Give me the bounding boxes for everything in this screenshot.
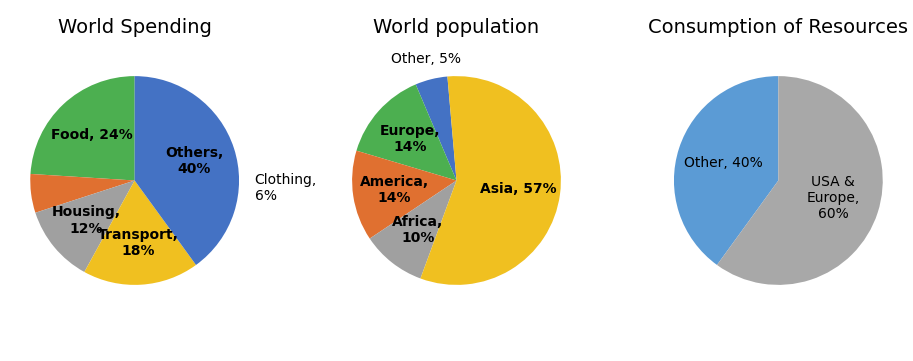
- Wedge shape: [352, 151, 456, 239]
- Title: Consumption of Resources: Consumption of Resources: [648, 18, 908, 37]
- Text: Others,
40%: Others, 40%: [165, 146, 224, 176]
- Wedge shape: [134, 76, 239, 265]
- Wedge shape: [84, 180, 196, 285]
- Wedge shape: [415, 77, 456, 180]
- Wedge shape: [717, 76, 883, 285]
- Text: Other, 5%: Other, 5%: [391, 52, 461, 66]
- Wedge shape: [356, 84, 456, 180]
- Text: Europe,
14%: Europe, 14%: [380, 124, 440, 154]
- Title: World Spending: World Spending: [58, 18, 212, 37]
- Text: America,
14%: America, 14%: [360, 175, 429, 205]
- Wedge shape: [30, 76, 134, 180]
- Wedge shape: [30, 174, 134, 213]
- Wedge shape: [674, 76, 779, 265]
- Text: Other, 40%: Other, 40%: [685, 156, 763, 170]
- Text: Africa,
10%: Africa, 10%: [393, 215, 444, 245]
- Text: Clothing,
6%: Clothing, 6%: [255, 173, 317, 204]
- Text: Transport,
18%: Transport, 18%: [99, 228, 179, 258]
- Text: USA &
Europe,
60%: USA & Europe, 60%: [806, 175, 859, 221]
- Text: Asia, 57%: Asia, 57%: [480, 182, 557, 196]
- Text: Food, 24%: Food, 24%: [51, 128, 132, 142]
- Title: World population: World population: [373, 18, 540, 37]
- Text: Housing,
12%: Housing, 12%: [52, 205, 121, 235]
- Wedge shape: [421, 76, 561, 285]
- Wedge shape: [370, 180, 456, 278]
- Wedge shape: [36, 180, 134, 272]
